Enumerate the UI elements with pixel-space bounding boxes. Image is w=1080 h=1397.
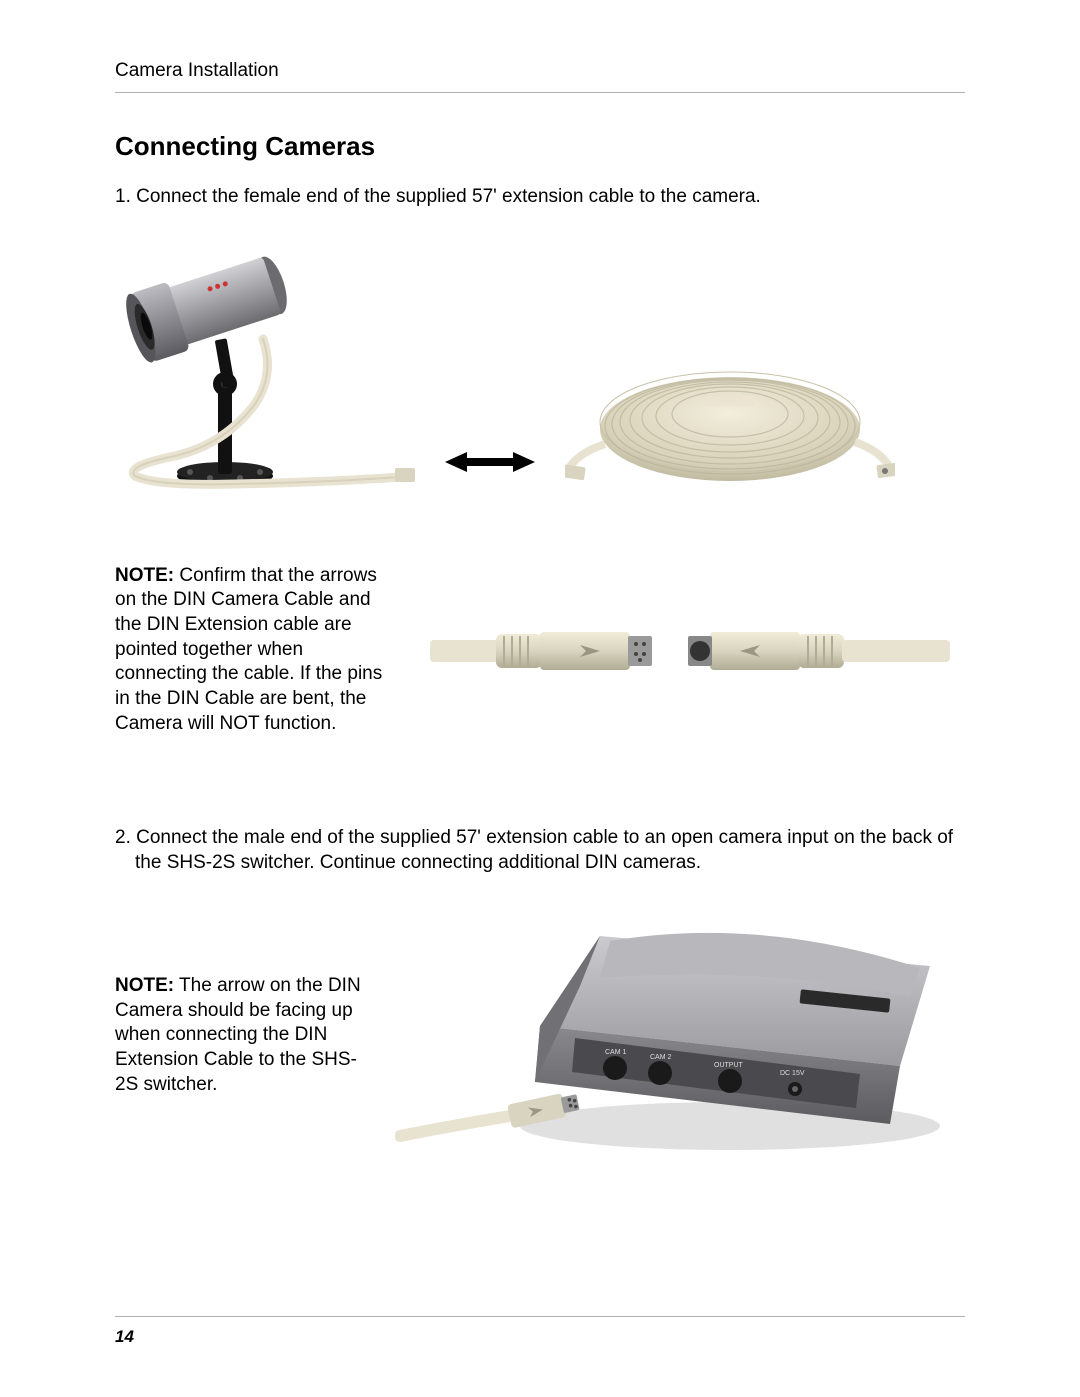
step-1-text: 1. Connect the female end of the supplie…	[115, 184, 965, 210]
note-2-text: NOTE: The arrow on the DIN Camera should…	[115, 974, 365, 1097]
note-1-body: Confirm that the arrows on the DIN Camer…	[115, 565, 382, 734]
figure-row-camera-cable	[115, 234, 965, 494]
manual-page: Camera Installation Connecting Cameras 1…	[0, 0, 1080, 1397]
camera-figure	[115, 244, 415, 494]
page-footer: 14	[115, 1316, 965, 1347]
section-title: Connecting Cameras	[115, 131, 965, 162]
note-1-text: NOTE: Confirm that the arrows on the DIN…	[115, 564, 385, 737]
port-label-output: OUTPUT	[714, 1062, 744, 1069]
port-label-cam2: CAM 2	[650, 1054, 672, 1061]
cable-coil-figure	[565, 354, 895, 494]
step-2-text: 2. Connect the male end of the supplied …	[115, 826, 965, 875]
header-label: Camera Installation	[115, 60, 965, 82]
port-label-dc: DC 15V	[780, 1070, 805, 1077]
note-1-row: NOTE: Confirm that the arrows on the DIN…	[115, 564, 965, 737]
din-connector-figure	[415, 610, 965, 690]
bidirectional-arrow-icon	[445, 450, 535, 474]
page-header: Camera Installation	[115, 60, 965, 93]
switcher-figure: CAM 1 CAM 2 OUTPUT DC 15V	[395, 906, 965, 1166]
note-1-bold: NOTE:	[115, 565, 174, 586]
port-label-cam1: CAM 1	[605, 1049, 627, 1056]
note-2-bold: NOTE:	[115, 975, 174, 996]
note-2-row: NOTE: The arrow on the DIN Camera should…	[115, 906, 965, 1166]
page-number: 14	[115, 1327, 134, 1346]
